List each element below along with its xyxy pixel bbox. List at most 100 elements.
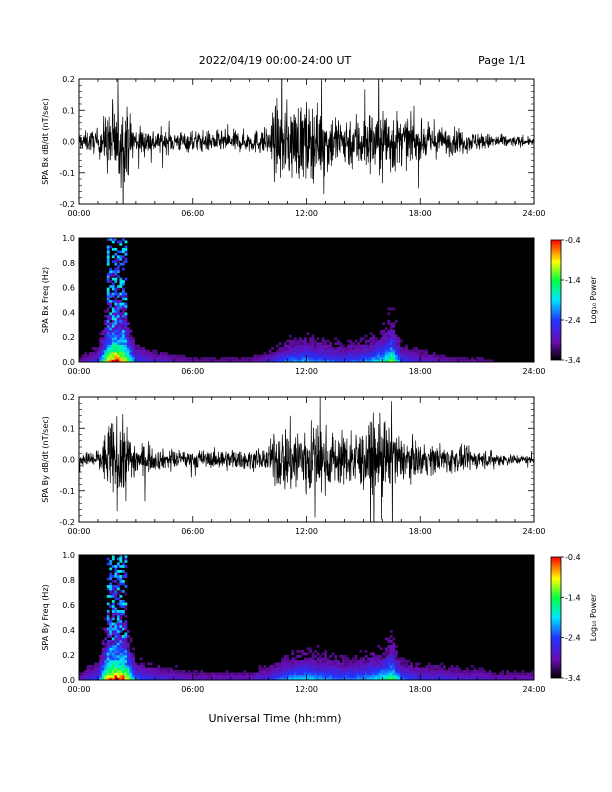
spectrogram-cell — [281, 672, 285, 676]
spectrogram-cell — [288, 347, 292, 350]
spectrogram-cell — [397, 660, 401, 663]
spectrogram-cell — [314, 655, 317, 658]
spectrogram-cell — [263, 359, 267, 362]
spectrogram-cell — [293, 354, 297, 358]
spectrogram-cell — [111, 587, 115, 591]
spectrogram-cell — [114, 307, 118, 311]
spectrogram-cell — [288, 352, 292, 355]
spectrogram-cell — [458, 675, 461, 678]
spectrogram-cell — [311, 337, 315, 340]
x-tick-label: 18:00 — [409, 209, 432, 218]
spectrogram-cell — [253, 357, 257, 360]
spectrogram-cell — [344, 675, 348, 678]
spectrogram-cell — [309, 357, 312, 360]
spectrogram-cell — [106, 650, 110, 653]
spectrogram-cell — [387, 312, 391, 316]
spectrogram-cell — [430, 359, 434, 362]
spectrogram-cell — [341, 665, 345, 668]
spectrogram-cell — [427, 354, 431, 358]
spectrogram-cell — [430, 354, 434, 358]
spectrogram-cell — [367, 657, 370, 661]
spectrogram-cell — [405, 662, 408, 666]
spectrogram-cell — [175, 670, 178, 673]
spectrogram-cell — [106, 602, 110, 606]
spectrogram-cell — [432, 354, 436, 358]
spectrogram-cell — [114, 312, 118, 316]
spectrogram-cell — [354, 349, 358, 353]
spectrogram-cell — [134, 354, 138, 358]
spectrogram-cell — [460, 675, 464, 678]
spectrogram-cell — [501, 675, 504, 678]
spectrogram-cell — [435, 677, 439, 680]
spectrogram-cell — [86, 665, 90, 668]
spectrogram-cell — [109, 592, 113, 596]
spectrogram-cell — [154, 359, 158, 362]
spectrogram-cell — [111, 300, 115, 303]
spectrogram-cell — [301, 665, 305, 668]
spectrogram-cell — [443, 672, 446, 676]
spectrogram-cell — [344, 665, 348, 668]
spectrogram-cell — [177, 677, 181, 680]
spectrogram-cell — [278, 662, 282, 666]
spectrogram-cell — [326, 672, 330, 676]
spectrogram-cell — [384, 352, 388, 355]
spectrogram-cell — [152, 359, 156, 362]
spectrogram-cell — [119, 590, 123, 593]
spectrogram-cell — [121, 347, 125, 350]
spectrogram-cell — [339, 347, 343, 350]
spectrogram-cell — [410, 665, 413, 668]
spectrogram-cell — [341, 344, 345, 348]
colorbar-gradient — [550, 556, 562, 679]
spectrogram-cell — [288, 672, 292, 676]
spectrogram-cell — [164, 357, 168, 360]
spectrogram-cell — [329, 349, 333, 353]
spectrogram-cell — [286, 662, 290, 666]
spectrogram-cell — [114, 277, 118, 281]
spectrogram-cell — [412, 670, 416, 673]
spectrogram-cell — [354, 357, 358, 360]
spectrogram-cell — [362, 357, 365, 360]
spectrogram-cell — [420, 359, 424, 362]
spectrogram-cell — [142, 352, 146, 355]
spectrogram-cell — [374, 662, 378, 666]
spectrogram-cell — [374, 657, 378, 661]
spectrogram-cell — [121, 314, 125, 318]
spectrogram-cell — [106, 255, 110, 259]
spectrogram-cell — [336, 677, 340, 680]
spectrogram-cell — [440, 359, 444, 362]
spectrogram-cell — [291, 675, 295, 678]
spectrogram-cell — [111, 640, 115, 643]
spectrogram-cell — [415, 667, 419, 671]
spectrogram-cell — [314, 650, 317, 653]
spectrogram-cell — [357, 354, 360, 358]
spectrogram-cell — [359, 665, 363, 668]
spectrogram-cell — [119, 655, 123, 658]
spectrogram-cell — [124, 652, 128, 656]
spectrogram-cell — [215, 677, 219, 680]
spectrogram-cell — [405, 665, 408, 668]
spectrogram-cell — [86, 670, 90, 673]
spectrogram-cell — [506, 675, 510, 678]
spectrogram-cell — [324, 354, 328, 358]
spectrogram-cell — [369, 660, 373, 663]
spectrogram-cell — [142, 662, 146, 666]
spectrogram-cell — [167, 667, 171, 671]
spectrogram-cell — [109, 238, 113, 241]
spectrogram-cell — [478, 675, 482, 678]
spectrogram-cell — [164, 672, 168, 676]
spectrogram-cell — [109, 672, 113, 676]
spectrogram-cell — [164, 359, 168, 362]
spectrogram-cell — [121, 339, 125, 343]
spectrogram-cell — [175, 359, 178, 362]
spectrogram-cell — [185, 357, 188, 360]
spectrogram-cell — [303, 357, 307, 360]
spectrogram-cell — [311, 359, 315, 362]
spectrogram-cell — [104, 319, 108, 323]
y-axis-label: SPA By Freq (Hz) — [41, 584, 50, 650]
spectrogram-cell — [377, 662, 381, 666]
spectrogram-cell — [339, 677, 343, 680]
spectrogram-cell — [109, 267, 113, 271]
spectrogram-cell — [384, 655, 388, 658]
spectrogram-cell — [170, 672, 173, 676]
